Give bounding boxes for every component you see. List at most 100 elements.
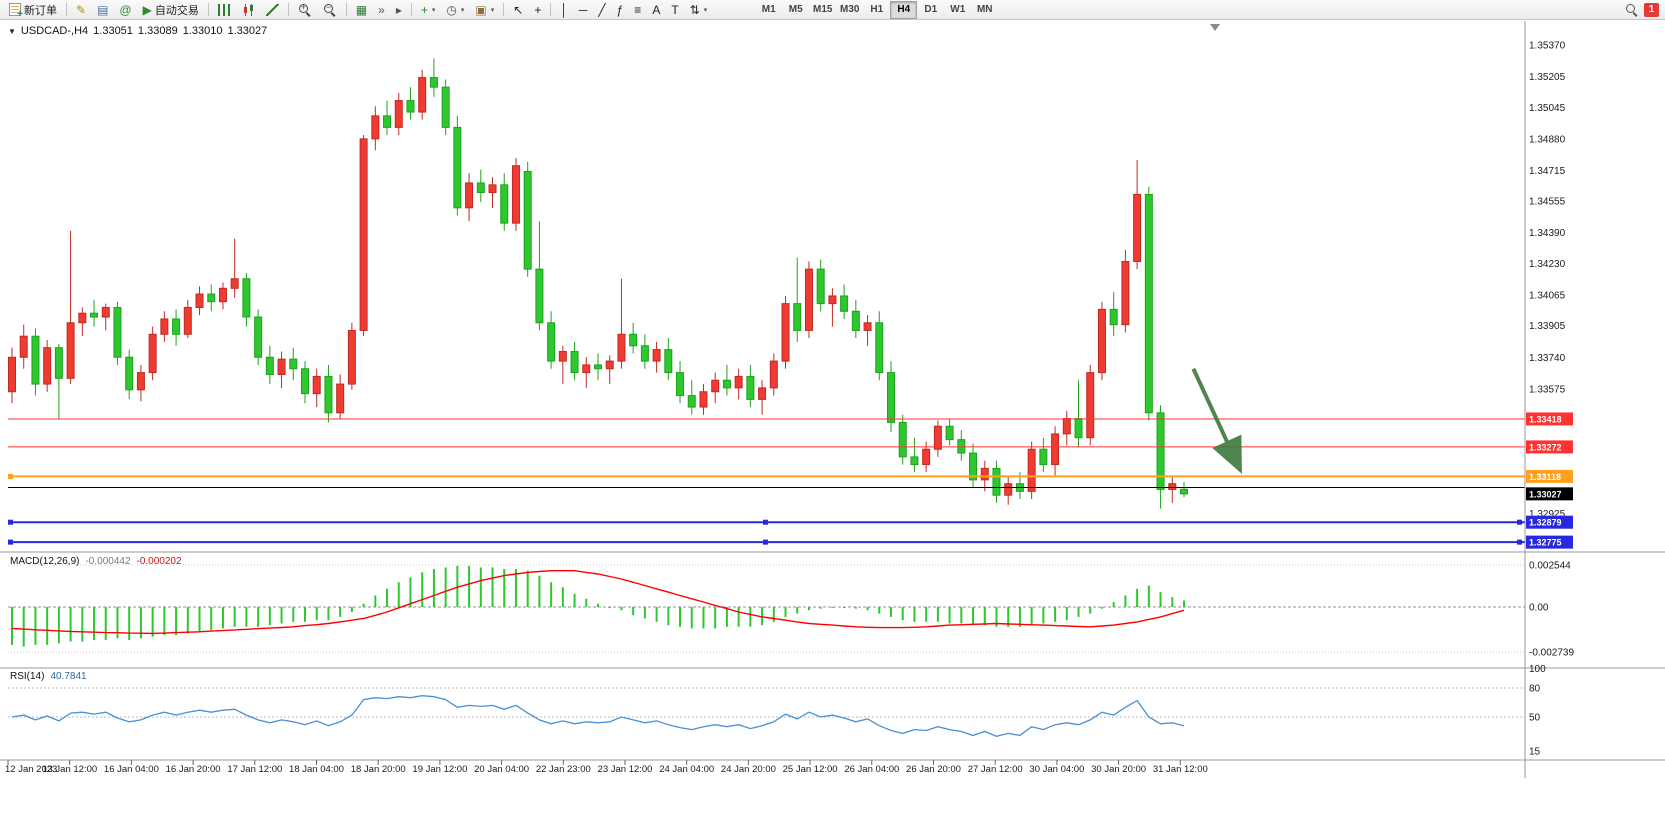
- search-icon: [1625, 3, 1638, 16]
- svg-text:1.33272: 1.33272: [1529, 442, 1562, 452]
- timeframe-m5-button[interactable]: M5: [782, 1, 809, 19]
- macd-main-value: -0.000442: [85, 556, 131, 567]
- toolbar-separator: [345, 3, 347, 16]
- rsi-title: RSI(14): [10, 671, 45, 682]
- symbol-info-bar[interactable]: ▼ USDCAD-,H4 1.33051 1.33089 1.33010 1.3…: [8, 25, 267, 37]
- trendline-icon: ╱: [598, 2, 606, 17]
- svg-text:24 Jan 20:00: 24 Jan 20:00: [721, 764, 776, 775]
- dropdown-caret-icon: ▾: [460, 6, 465, 14]
- timeframe-mn-button[interactable]: MN: [971, 1, 998, 19]
- line-studies-button[interactable]: ≡: [629, 1, 646, 19]
- svg-text:16 Jan 20:00: 16 Jan 20:00: [166, 764, 221, 775]
- svg-text:1.33027: 1.33027: [1529, 489, 1562, 499]
- rsi-line: [11, 695, 1185, 737]
- fibonacci-button[interactable]: ƒ: [612, 1, 629, 19]
- timeframe-m1-button[interactable]: M1: [755, 1, 782, 19]
- indicators-button[interactable]: + ▾: [416, 1, 441, 19]
- new-order-button[interactable]: 新订单: [4, 1, 62, 20]
- price-badge: [1526, 440, 1573, 454]
- svg-text:1.33740: 1.33740: [1529, 353, 1566, 364]
- svg-text:31 Jan 12:00: 31 Jan 12:00: [1153, 764, 1208, 775]
- svg-text:30 Jan 04:00: 30 Jan 04:00: [1029, 764, 1084, 775]
- horizontal-lines[interactable]: [8, 418, 1525, 545]
- metaeditor-button[interactable]: ✎: [71, 1, 91, 19]
- svg-text:0.002544: 0.002544: [1529, 561, 1571, 572]
- timeframe-w1-button[interactable]: W1: [944, 1, 971, 19]
- timeframe-h1-button[interactable]: H1: [863, 1, 890, 19]
- candlestick-icon: [242, 3, 255, 16]
- templates-button[interactable]: ▣ ▾: [470, 1, 499, 19]
- templates-icon: ▣: [475, 2, 487, 17]
- bar-chart-icon: [217, 3, 231, 16]
- chart-shift-button[interactable]: ▸: [391, 1, 407, 19]
- toolbar-separator: [287, 3, 289, 16]
- svg-text:1.34880: 1.34880: [1529, 134, 1566, 145]
- horizontal-line-button[interactable]: ─: [574, 1, 593, 19]
- svg-text:20 Jan 04:00: 20 Jan 04:00: [474, 764, 529, 775]
- svg-text:27 Jan 12:00: 27 Jan 12:00: [968, 764, 1023, 775]
- zoom-in-button[interactable]: +: [293, 1, 317, 19]
- svg-text:100: 100: [1529, 664, 1546, 675]
- timeframe-d1-button[interactable]: D1: [917, 1, 944, 19]
- chart-shift-marker[interactable]: [1210, 24, 1220, 31]
- autotrading-play-icon: ▶: [142, 2, 152, 17]
- timeframe-m15-button[interactable]: M15: [809, 1, 836, 19]
- main-toolbar: 新订单✎▤@▶自动交易+−▦»▸+▾◷▾▣▾↖+│─╱ƒ≡AT⇅▾M1M5M15…: [0, 0, 1665, 20]
- svg-text:80: 80: [1529, 683, 1541, 694]
- periods-button[interactable]: ◷ ▾: [441, 1, 469, 19]
- new-order-icon: [9, 3, 23, 20]
- market-depth-icon: ▤: [97, 2, 109, 17]
- svg-text:23 Jan 12:00: 23 Jan 12:00: [598, 764, 653, 775]
- toolbar-separator: [410, 3, 412, 16]
- svg-text:24 Jan 04:00: 24 Jan 04:00: [659, 764, 714, 775]
- bar-chart-button[interactable]: [213, 1, 236, 19]
- text-icon: A: [652, 2, 661, 17]
- pane-separators[interactable]: [0, 21, 1665, 778]
- dropdown-caret-icon: ▾: [703, 6, 708, 14]
- macd-signal-value: -0.000202: [136, 556, 182, 567]
- community-button[interactable]: @: [114, 1, 136, 19]
- svg-text:-0.002739: -0.002739: [1529, 648, 1574, 659]
- timeframe-m30-button[interactable]: M30: [836, 1, 863, 19]
- chevron-down-icon: ▼: [8, 26, 16, 36]
- zoom-out-button[interactable]: −: [318, 1, 342, 19]
- vertical-line-button[interactable]: │: [555, 1, 573, 19]
- low-value: 1.33010: [182, 25, 223, 37]
- svg-text:30 Jan 20:00: 30 Jan 20:00: [1091, 764, 1146, 775]
- auto-trading-button[interactable]: ▶ 自动交易: [138, 1, 204, 19]
- high-value: 1.33089: [137, 25, 178, 37]
- svg-text:1.33418: 1.33418: [1529, 414, 1562, 424]
- macd-histogram: [11, 565, 1185, 647]
- svg-text:1.33905: 1.33905: [1529, 321, 1566, 332]
- candlestick-chart-button[interactable]: [237, 1, 260, 19]
- dropdown-caret-icon: ▾: [490, 6, 495, 14]
- svg-text:1.34230: 1.34230: [1529, 259, 1566, 270]
- text-label-button[interactable]: T: [666, 1, 683, 19]
- timeframe-h4-button[interactable]: H4: [890, 0, 918, 19]
- arrows-button[interactable]: ⇅ ▾: [685, 1, 713, 19]
- line-studies-icon: ≡: [634, 2, 642, 17]
- cursor-icon: ↖: [513, 2, 524, 17]
- auto-scroll-button[interactable]: »: [373, 1, 390, 19]
- svg-text:26 Jan 04:00: 26 Jan 04:00: [844, 764, 899, 775]
- timeframe-toolbar: M1 M5 M15 M30 H1 H4 D1 W1 MN: [755, 0, 998, 19]
- line-chart-button[interactable]: [261, 1, 284, 19]
- svg-text:1.33575: 1.33575: [1529, 384, 1566, 395]
- line-chart-icon: [265, 3, 279, 16]
- crosshair-button[interactable]: +: [529, 1, 546, 19]
- search-button[interactable]: [1620, 1, 1643, 19]
- close-value: 1.33027: [227, 25, 268, 37]
- notification-badge[interactable]: 1: [1644, 2, 1659, 17]
- cursor-button[interactable]: ↖: [508, 1, 528, 19]
- svg-text:19 Jan 12:00: 19 Jan 12:00: [412, 764, 467, 775]
- text-button[interactable]: A: [647, 1, 665, 19]
- svg-text:26 Jan 20:00: 26 Jan 20:00: [906, 764, 961, 775]
- svg-text:1.33118: 1.33118: [1529, 472, 1561, 482]
- tile-windows-button[interactable]: ▦: [351, 1, 372, 19]
- market-depth-button[interactable]: ▤: [92, 1, 113, 19]
- price-badge: [1526, 412, 1573, 426]
- down-arrow-annotation[interactable]: [1191, 367, 1243, 474]
- svg-text:1.34555: 1.34555: [1529, 197, 1566, 208]
- trendline-button[interactable]: ╱: [593, 1, 610, 19]
